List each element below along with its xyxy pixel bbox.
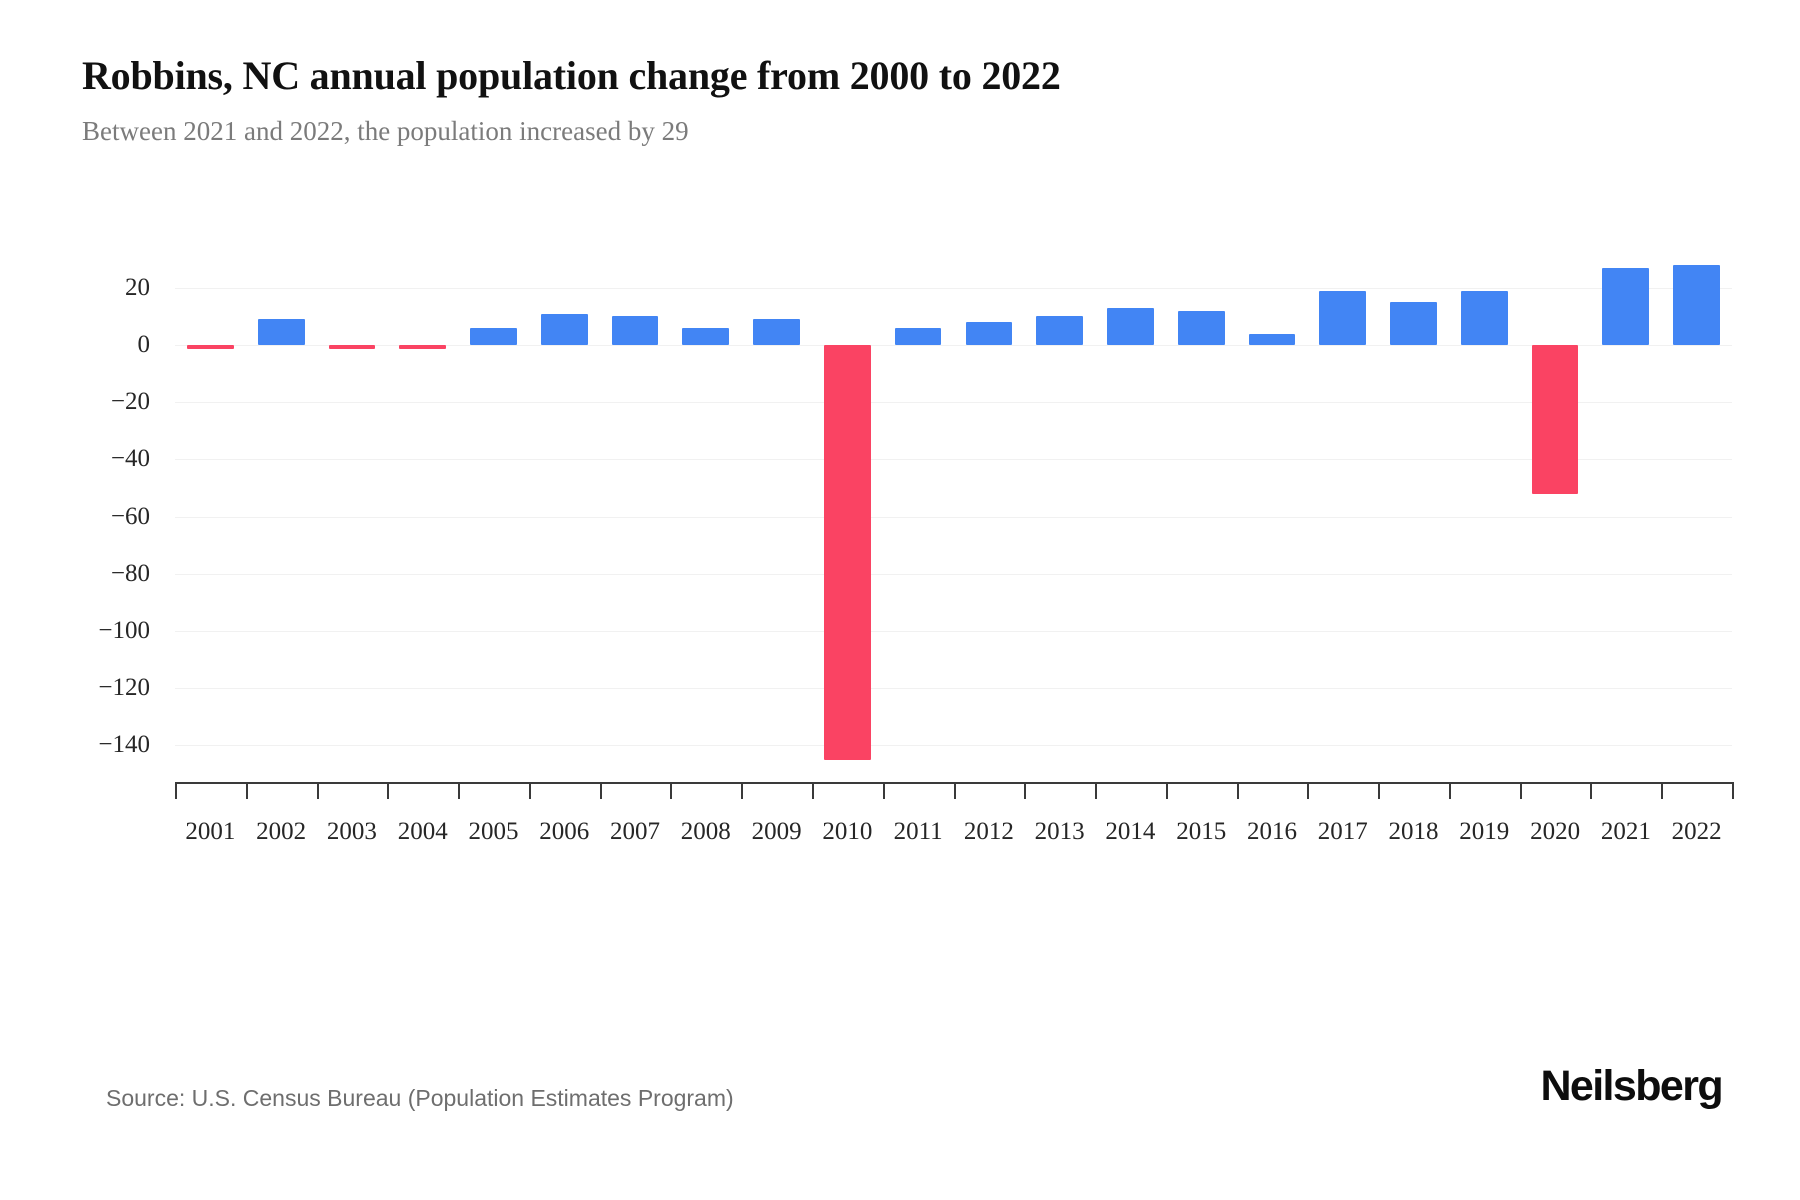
bar-2012[interactable] (965, 322, 1013, 345)
x-axis-tick (1307, 782, 1310, 799)
x-axis-tick-label: 2010 (822, 818, 873, 845)
gridline (175, 287, 1732, 289)
y-axis-tick-label: −140 (98, 731, 150, 759)
gridline (175, 345, 1732, 346)
x-axis-tick (1236, 782, 1239, 799)
x-axis-tick-label: 2005 (468, 818, 519, 845)
x-axis-tick-label: 2003 (326, 818, 377, 845)
x-axis-tick-label: 2009 (751, 818, 802, 845)
x-axis-tick (316, 782, 319, 799)
x-axis-tick-label: 2008 (680, 818, 731, 845)
gridline (175, 745, 1732, 747)
bar-2015[interactable] (1177, 310, 1225, 345)
x-axis-tick (953, 782, 956, 799)
y-axis-tick-label: −80 (110, 559, 150, 587)
bar-2020[interactable] (1531, 345, 1579, 494)
x-axis-tick-label: 2006 (539, 818, 590, 845)
gridline (175, 688, 1732, 690)
x-axis-tick-label: 2004 (397, 818, 448, 845)
bar-2006[interactable] (540, 313, 588, 345)
y-axis-tick-label: 20 (125, 273, 150, 301)
y-axis-tick-label: −100 (98, 617, 150, 644)
y-axis-tick-label: −20 (110, 388, 150, 416)
gridline (175, 631, 1732, 632)
bar-2022[interactable] (1673, 264, 1720, 345)
bar-2021[interactable] (1602, 267, 1650, 345)
y-axis-tick-label: −40 (110, 445, 150, 473)
x-axis-tick-label: 2021 (1600, 818, 1651, 845)
bar-2002[interactable] (257, 319, 305, 345)
x-axis-tick-label: 2007 (610, 818, 661, 845)
x-axis-tick (741, 782, 744, 799)
bar-2001[interactable] (187, 345, 234, 349)
x-axis-tick (1095, 782, 1098, 799)
bar-2004[interactable] (399, 345, 447, 349)
x-axis-tick (528, 782, 531, 799)
x-axis-tick (1378, 782, 1381, 799)
bar-2008[interactable] (682, 327, 730, 345)
bar-2017[interactable] (1319, 290, 1367, 345)
x-axis-tick-label: 2001 (185, 818, 236, 845)
x-axis-tick-label: 2014 (1105, 818, 1156, 845)
y-axis-tick-label: −60 (110, 502, 150, 530)
x-axis-tick (1732, 782, 1734, 799)
x-axis-tick (811, 782, 814, 799)
x-axis-tick (882, 782, 885, 799)
x-axis-tick-label: 2002 (256, 818, 307, 845)
x-axis-tick (1519, 782, 1522, 799)
bar-2014[interactable] (1107, 307, 1154, 345)
bar-2009[interactable] (753, 319, 800, 345)
gridline (175, 516, 1732, 518)
x-axis-tick-label: 2015 (1176, 818, 1227, 845)
brand-logo: Neilsberg (1540, 1062, 1723, 1110)
bar-2013[interactable] (1036, 316, 1083, 345)
bar-2007[interactable] (611, 316, 659, 345)
gridline (175, 573, 1732, 575)
bar-2011[interactable] (894, 327, 942, 345)
x-axis-tick (387, 782, 390, 799)
x-axis-tick (175, 782, 177, 799)
bar-2003[interactable] (328, 345, 376, 349)
bar-2019[interactable] (1460, 290, 1508, 345)
x-axis-tick-label: 2020 (1530, 818, 1581, 845)
x-axis-tick (458, 782, 461, 799)
page-title: Robbins, NC annual population change fro… (82, 53, 1061, 98)
x-axis-tick (1165, 782, 1168, 799)
gridline (175, 402, 1732, 404)
x-axis-tick-label: 2011 (893, 818, 943, 845)
x-axis-tick-label: 2018 (1388, 818, 1439, 845)
x-axis-tick (599, 782, 602, 799)
x-axis-tick (1661, 782, 1664, 799)
bar-2016[interactable] (1248, 333, 1296, 345)
y-axis-tick-label: −120 (98, 674, 150, 702)
x-axis-tick-label: 2016 (1246, 818, 1297, 845)
x-axis-tick (670, 782, 673, 799)
x-axis-tick-label: 2019 (1459, 818, 1510, 845)
chart-subtitle: Between 2021 and 2022, the population in… (82, 116, 689, 146)
gridline (175, 459, 1732, 461)
x-axis-tick (1448, 782, 1451, 799)
x-axis-tick (245, 782, 248, 799)
chart-header: Robbins, NC annual population change fro… (82, 52, 1722, 147)
x-axis-tick-label: 2013 (1034, 818, 1085, 845)
y-axis-tick-label: 0 (137, 331, 151, 358)
x-axis-tick (1024, 782, 1027, 799)
source-note: Source: U.S. Census Bureau (Population E… (106, 1085, 734, 1111)
x-axis-tick-label: 2017 (1317, 818, 1368, 845)
bar-2005[interactable] (470, 327, 517, 345)
x-axis-tick-label: 2022 (1671, 818, 1722, 845)
x-axis-tick-label: 2012 (963, 818, 1014, 845)
x-axis-tick (1590, 782, 1593, 799)
bar-2018[interactable] (1390, 302, 1437, 345)
bar-2010[interactable] (823, 345, 871, 760)
